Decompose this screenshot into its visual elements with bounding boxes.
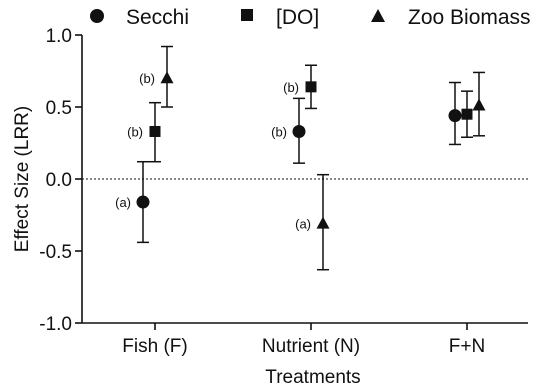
- significance-label: (b): [271, 124, 287, 139]
- legend-circle-icon: [90, 9, 104, 23]
- y-axis-label: Effect Size (LRR): [12, 106, 33, 252]
- significance-label: (a): [295, 217, 311, 232]
- data-point-square: [149, 125, 161, 137]
- legend-label-zoo-biomass: Zoo Biomass: [408, 6, 531, 29]
- legend-label-do: [DO]: [276, 6, 319, 29]
- data-point-circle: [448, 109, 462, 123]
- legend: Secchi [DO] Zoo Biomass: [90, 6, 531, 29]
- data-point-triangle: [472, 98, 486, 111]
- y-tick-label: 1.0: [46, 26, 72, 47]
- y-tick-label: 0.0: [46, 170, 72, 191]
- x-tick-label: F+N: [449, 336, 485, 357]
- x-tick-label: Nutrient (N): [262, 336, 360, 357]
- significance-label: (b): [283, 80, 299, 95]
- legend-triangle-icon: [371, 9, 385, 22]
- significance-label: (b): [139, 71, 155, 86]
- plot-area: (a) (b) (b) (b) (b) (a): [115, 45, 486, 271]
- data-point-triangle: [316, 216, 330, 229]
- y-tick-label: -0.5: [39, 242, 72, 263]
- x-tick-label: Fish (F): [122, 336, 187, 357]
- data-point-square: [461, 108, 473, 120]
- data-point-circle: [136, 195, 150, 209]
- data-point-circle: [292, 124, 306, 138]
- data-point-square: [305, 81, 317, 93]
- y-tick-label: 0.5: [46, 98, 72, 119]
- axes: 1.0 0.5 0.0 -0.5 -1.0 Fish (F) Nutrient (N) F+N: [39, 26, 528, 357]
- legend-label-secchi: Secchi: [126, 6, 189, 29]
- y-tick-label: -1.0: [39, 314, 72, 335]
- significance-label: (b): [127, 124, 143, 139]
- significance-label: (a): [115, 195, 131, 210]
- data-point-triangle: [160, 71, 174, 84]
- x-axis-label: Treatments: [265, 367, 360, 388]
- legend-square-icon: [241, 9, 253, 21]
